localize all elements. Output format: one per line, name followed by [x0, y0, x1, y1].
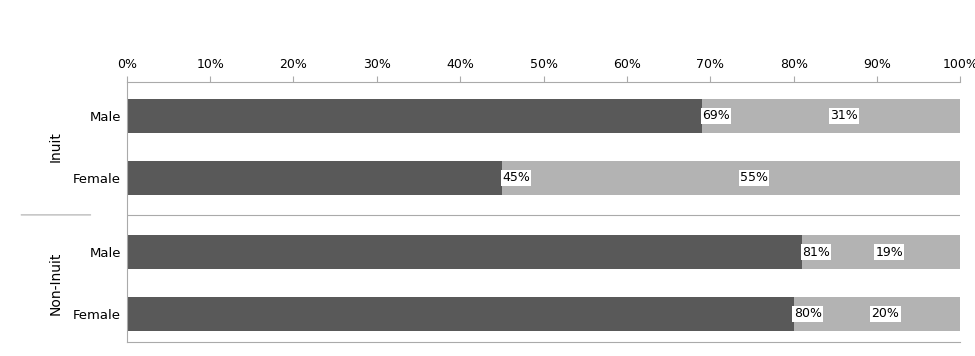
Text: 45%: 45%: [502, 171, 529, 184]
Bar: [127, 161, 502, 195]
Text: Inuit: Inuit: [49, 131, 63, 162]
Bar: [794, 297, 960, 331]
Text: 81%: 81%: [802, 246, 830, 258]
Bar: [127, 99, 702, 133]
Text: 31%: 31%: [830, 109, 858, 122]
Bar: [502, 161, 960, 195]
Bar: [802, 235, 960, 269]
Text: 69%: 69%: [702, 109, 729, 122]
Text: Non-Inuit: Non-Inuit: [49, 251, 63, 315]
Bar: [702, 99, 960, 133]
Text: 80%: 80%: [794, 308, 822, 320]
Text: 55%: 55%: [740, 171, 768, 184]
Bar: [127, 297, 794, 331]
Text: 20%: 20%: [872, 308, 899, 320]
Bar: [127, 235, 802, 269]
Text: 19%: 19%: [876, 246, 903, 258]
